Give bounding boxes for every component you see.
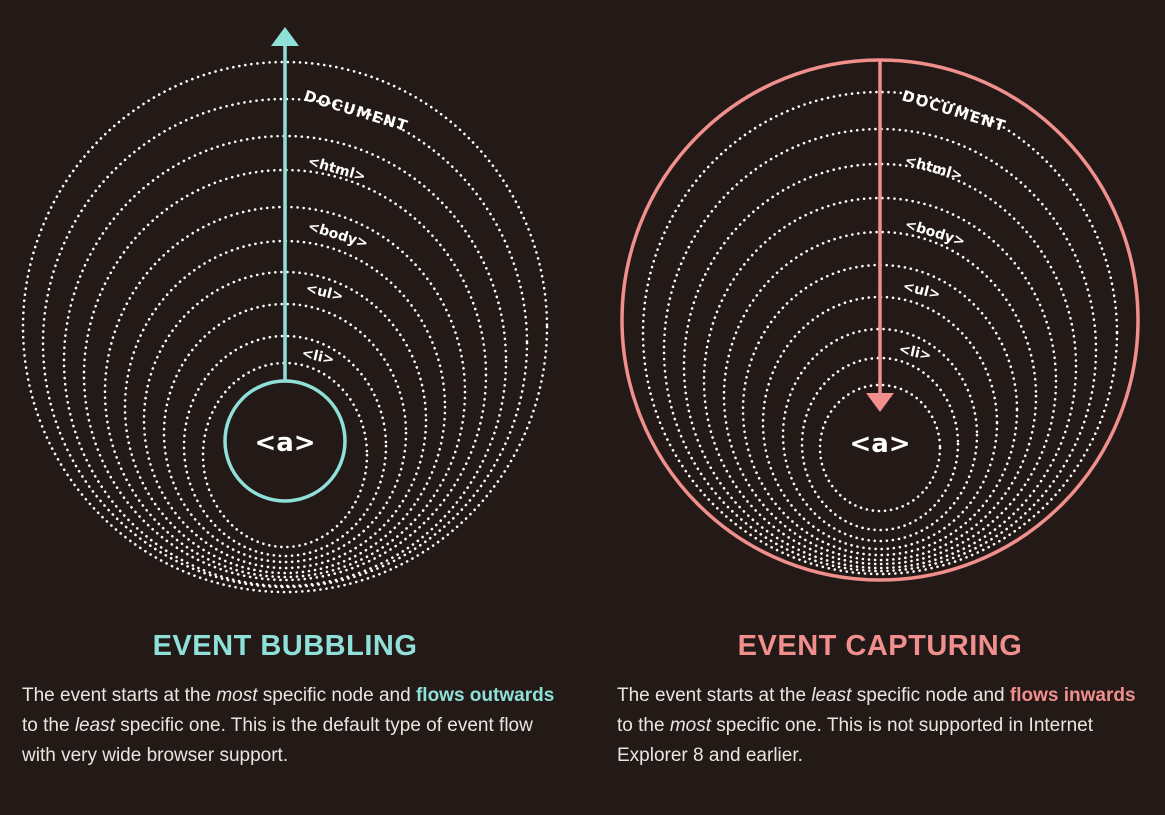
capturing-ring-document-inner (641, 90, 1119, 576)
bubbling-desc-text: The event starts at the (22, 685, 217, 706)
event-flow-diagram: <a> DOCUMENT <html> <body> <ul> <li> <a>… (21, 27, 1140, 594)
capturing-label-body: <body> (903, 217, 967, 251)
capturing-desc-highlight: flows inwards (1009, 685, 1136, 706)
capturing-ring-html-outer (662, 127, 1098, 573)
capturing-ring-li-outer (781, 327, 979, 543)
bubbling-label-ul: <ul> (304, 280, 345, 305)
bubbling-label-li: <li> (300, 345, 336, 368)
capturing-label-html: <html> (903, 152, 965, 184)
bubbling-ring-document-outer (21, 60, 549, 594)
bubbling-arrow-head (271, 27, 299, 46)
capturing-ring-a (818, 383, 942, 513)
bubbling-desc-text: specific one. This is the default type o… (22, 715, 533, 766)
bubbling-label-document: DOCUMENT (302, 87, 411, 136)
capturing-label-li: <li> (897, 341, 933, 364)
bubbling-target-circle (223, 379, 347, 503)
bubbling-center-label: <a> (254, 428, 315, 458)
bubbling-desc-text: to the (22, 715, 75, 736)
capturing-diagram: <a> DOCUMENT <html> <body> <ul> <li> (620, 58, 1140, 582)
bubbling-label-html: <html> (306, 153, 368, 185)
capturing-desc-emphasis: least (811, 685, 852, 706)
capturing-desc-emphasis: most (669, 715, 712, 736)
capturing-center-label: <a> (849, 429, 910, 459)
capturing-ring-body-inner (722, 230, 1038, 562)
bubbling-desc-emphasis: most (216, 685, 258, 706)
bubbling-ring-li-outer (182, 334, 388, 558)
capturing-title: EVENT CAPTURING (737, 630, 1023, 662)
bubbling-ring-html-inner (82, 168, 488, 582)
bubbling-title: EVENT BUBBLING (152, 630, 418, 662)
capturing-arrow-head (866, 393, 894, 412)
capturing-label-document: DOCUMENT (900, 87, 1009, 136)
capturing-desc-text: to the (617, 715, 670, 736)
capturing-label-ul: <ul> (901, 278, 942, 303)
bubbling-desc-text: specific node and (257, 685, 416, 706)
capturing-desc-text: specific one. This is not supported in I… (617, 715, 1093, 766)
capturing-description: The event starts at the least specific n… (617, 681, 1147, 771)
bubbling-description: The event starts at the most specific no… (22, 681, 562, 771)
bubbling-ring-document-inner (41, 97, 529, 589)
bubbling-ring-ul-inner (162, 302, 408, 564)
capturing-ring-html-inner (682, 162, 1078, 570)
bubbling-desc-highlight: flows outwards (415, 685, 555, 706)
capturing-ring-li-inner (800, 356, 960, 532)
capturing-desc-text: The event starts at the (617, 685, 812, 706)
bubbling-label-body: <body> (306, 219, 370, 253)
bubbling-desc-emphasis: least (74, 715, 115, 736)
capturing-ring-body-outer (702, 196, 1058, 566)
bubbling-diagram: <a> DOCUMENT <html> <body> <ul> <li> (21, 27, 549, 594)
capturing-desc-text: specific node and (851, 685, 1010, 706)
bubbling-ring-ul-outer (142, 270, 428, 570)
